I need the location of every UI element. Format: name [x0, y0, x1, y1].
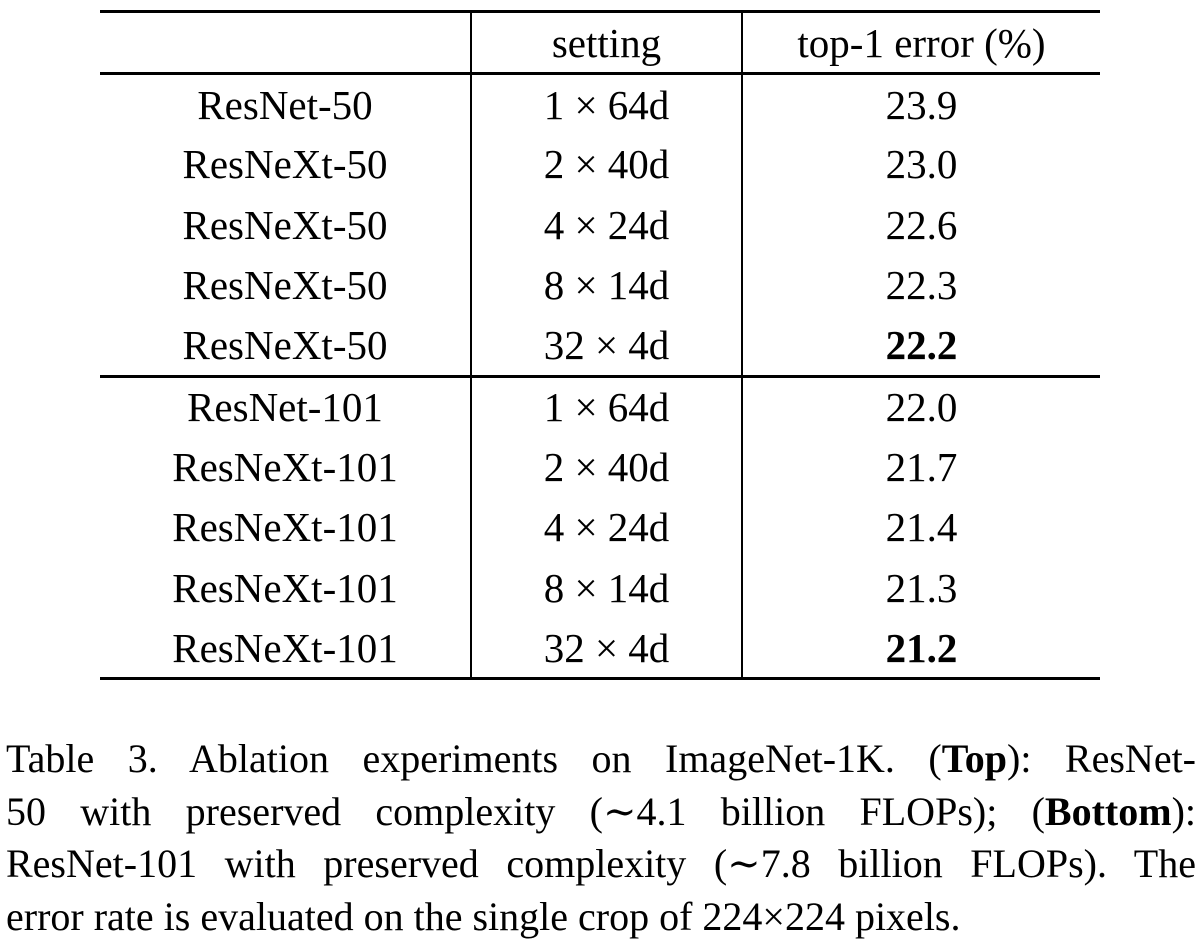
error-cell: 22.0 — [741, 376, 1100, 437]
error-cell: 21.3 — [741, 557, 1100, 618]
ablation-table-figure: setting top-1 error (%) ResNet-50 1 × 64d… — [100, 10, 1100, 680]
table-body: ResNet-50 1 × 64d 23.9 ResNeXt-50 2 × 40d 23.… — [100, 73, 1100, 679]
table-row: ResNeXt-50 32 × 4d 22.2 — [100, 315, 1100, 376]
ablation-table: setting top-1 error (%) ResNet-50 1 × 64d… — [100, 10, 1100, 680]
caption-line: error rate is evaluated on the single cr… — [6, 891, 1196, 944]
error-cell: 21.7 — [741, 436, 1100, 497]
caption-bold-text: Top — [941, 736, 1007, 781]
caption-text: 50 with preserved complexity (∼4.1 billi… — [6, 788, 1045, 834]
model-cell: ResNeXt-101 — [172, 504, 398, 551]
setting-cell: 1 × 64d — [470, 73, 742, 134]
table-row: ResNet-50 1 × 64d 23.9 — [100, 73, 1100, 134]
model-cell: ResNeXt-101 — [172, 564, 398, 611]
model-cell: ResNeXt-50 — [182, 262, 388, 309]
error-cell: 23.0 — [741, 134, 1100, 195]
error-cell: 22.3 — [741, 255, 1100, 316]
table-caption: Table 3. Ablation experiments on ImageNe… — [6, 733, 1196, 943]
error-cell: 23.9 — [741, 73, 1100, 134]
setting-cell: 1 × 64d — [470, 376, 742, 437]
table-header: setting top-1 error (%) — [100, 11, 1100, 74]
setting-cell: 32 × 4d — [470, 618, 742, 679]
caption-line: Table 3. Ablation experiments on ImageNe… — [6, 733, 1196, 786]
header-row: setting top-1 error (%) — [100, 11, 1100, 74]
caption-bold-text: Bottom — [1044, 788, 1172, 834]
caption-text: Table 3. Ablation experiments on ImageNe… — [6, 736, 942, 781]
setting-cell: 2 × 40d — [470, 436, 742, 497]
setting-cell: 4 × 24d — [470, 497, 742, 558]
caption-text: ): ResNet- — [1007, 736, 1197, 781]
header-setting: setting — [470, 11, 742, 74]
table-row: ResNeXt-101 4 × 24d 21.4 — [100, 497, 1100, 558]
header-model — [100, 12, 471, 74]
error-cell: 22.2 — [741, 315, 1100, 376]
caption-text: ResNet-101 with preserved complexity (∼7… — [6, 841, 1196, 886]
model-cell: ResNeXt-101 — [172, 443, 398, 490]
setting-cell: 4 × 24d — [470, 194, 742, 255]
setting-cell: 8 × 14d — [470, 557, 742, 618]
error-cell: 22.6 — [741, 194, 1100, 255]
error-cell: 21.4 — [741, 497, 1100, 558]
table-row: ResNeXt-50 8 × 14d 22.3 — [100, 255, 1100, 316]
table-row: ResNeXt-101 2 × 40d 21.7 — [100, 436, 1100, 497]
caption-line: 50 with preserved complexity (∼4.1 billi… — [6, 786, 1196, 839]
model-cell: ResNet-101 — [187, 384, 383, 430]
table-row: ResNet-101 1 × 64d 22.0 — [100, 376, 1100, 437]
caption-text: ): — [1171, 788, 1196, 834]
model-cell: ResNeXt-50 — [182, 141, 388, 188]
setting-cell: 8 × 14d — [470, 255, 742, 316]
caption-text: error rate is evaluated on the single cr… — [6, 893, 961, 939]
model-cell: ResNeXt-50 — [182, 322, 388, 368]
table-row: ResNeXt-101 8 × 14d 21.3 — [100, 557, 1100, 618]
setting-cell: 2 × 40d — [470, 134, 742, 195]
header-top1-error: top-1 error (%) — [741, 11, 1100, 74]
caption-line: ResNet-101 with preserved complexity (∼7… — [6, 838, 1196, 891]
error-cell: 21.2 — [741, 618, 1100, 679]
model-cell: ResNeXt-101 — [172, 624, 398, 671]
table-row: ResNeXt-50 2 × 40d 23.0 — [100, 134, 1100, 195]
table-row: ResNeXt-101 32 × 4d 21.2 — [100, 618, 1100, 679]
setting-cell: 32 × 4d — [470, 315, 742, 376]
table-row: ResNeXt-50 4 × 24d 22.6 — [100, 194, 1100, 255]
model-cell: ResNeXt-50 — [182, 201, 388, 248]
model-cell: ResNet-50 — [197, 81, 373, 128]
